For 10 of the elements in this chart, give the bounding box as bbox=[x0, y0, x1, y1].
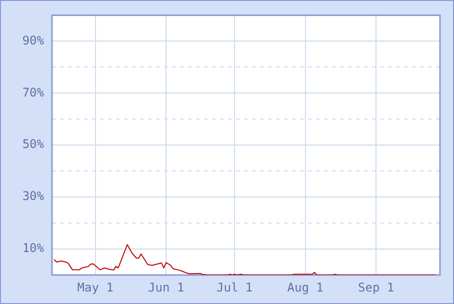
x-tick-label: Sep 1 bbox=[358, 280, 394, 294]
y-tick-label: 90% bbox=[22, 33, 45, 48]
y-tick-label: 70% bbox=[22, 85, 45, 100]
y-tick-label: 30% bbox=[22, 189, 45, 204]
x-tick-label: Jul 1 bbox=[216, 280, 253, 294]
x-tick-label: Jun 1 bbox=[148, 280, 184, 294]
x-tick-label: Aug 1 bbox=[287, 280, 324, 294]
x-tick-label: May 1 bbox=[77, 280, 114, 294]
y-tick-label: 10% bbox=[22, 241, 45, 256]
y-tick-label: 50% bbox=[22, 137, 45, 152]
